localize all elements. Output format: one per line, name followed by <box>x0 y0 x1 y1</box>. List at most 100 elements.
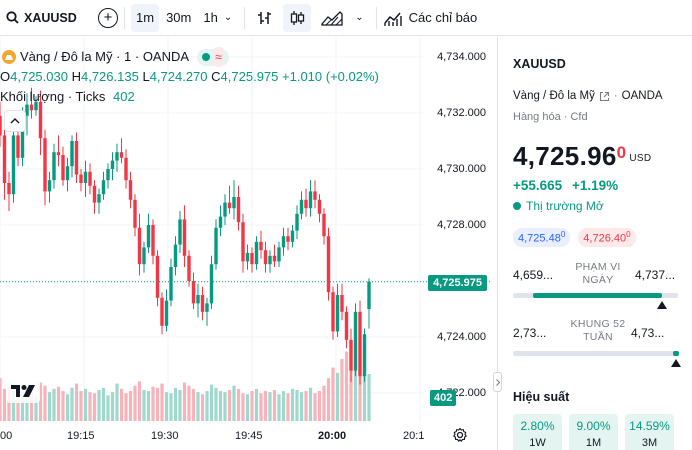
volume-bar <box>344 351 349 421</box>
legend-collapse-button[interactable] <box>4 110 26 132</box>
chart-pane[interactable]: Vàng / Đô la Mỹ · 1 · OANDA ≈ O4,725.030… <box>0 37 490 450</box>
chart-type-chevron-down-icon[interactable]: ⌄ <box>355 12 364 23</box>
compare-symbol-plus-icon[interactable]: + <box>98 7 118 28</box>
volume-bar <box>146 391 151 421</box>
performance-label: 1M <box>585 437 602 449</box>
legend-volume: Khối lượng · Ticks 402 <box>0 87 379 107</box>
volume-bar <box>295 390 299 421</box>
week52-range-title: KHUNG 52 TUẦN <box>570 318 626 343</box>
symbol-label: XAUUSD <box>24 10 77 25</box>
volume-bar <box>205 391 209 421</box>
interval-chevron-down-icon[interactable]: ⌄ <box>223 12 233 23</box>
market-open-dot-icon <box>202 53 211 61</box>
day-range-title: PHẠM VI NGÀY <box>575 261 621 286</box>
volume-bar <box>241 393 245 421</box>
candle-body <box>205 303 209 312</box>
volume-bar <box>326 378 331 421</box>
volume-bar <box>187 385 191 421</box>
candle-body <box>79 174 83 183</box>
volume-bar <box>56 386 61 421</box>
indicators-button[interactable]: Các chỉ báo <box>383 0 477 36</box>
candle-body <box>74 141 79 175</box>
candle-body <box>88 171 92 186</box>
candle-body <box>295 213 299 231</box>
symbol-details-panel: XAUUSD Vàng / Đô la Mỹ · OANDA Hàng hóa … <box>503 37 692 450</box>
week52-range-bar <box>513 351 678 356</box>
candle-body <box>146 225 151 248</box>
candle-body <box>259 241 263 251</box>
ask-price: 4,726.40 <box>583 232 627 245</box>
volume-bar <box>331 367 335 421</box>
candle-body <box>20 115 25 158</box>
gear-icon <box>453 427 467 442</box>
performance-value: 14.59% <box>629 419 670 433</box>
area-chart-type-button[interactable] <box>317 4 347 32</box>
ask-price-sup: 0 <box>626 230 631 239</box>
candle-body <box>83 171 88 183</box>
interval-30m-button[interactable]: 30m <box>166 10 192 25</box>
candle-body <box>317 199 322 214</box>
panel-divider[interactable] <box>497 37 498 450</box>
market-status-pill[interactable]: ≈ <box>197 47 229 67</box>
current-price-tag[interactable]: 4,725.975 <box>428 275 487 291</box>
toolbar-divider <box>124 6 125 29</box>
volume-bar <box>209 384 214 421</box>
panel-market-status-text: Thị trường Mở <box>526 199 604 213</box>
performance-1m[interactable]: 9.00% 1M <box>569 414 618 450</box>
price-chart-svg[interactable] <box>0 37 490 450</box>
performance-value: 9.00% <box>576 419 611 433</box>
legend-volume-label[interactable]: Khối lượng · Ticks <box>0 89 106 104</box>
candles-chart-type-button[interactable] <box>283 3 312 32</box>
chevron-right-icon <box>495 378 500 386</box>
bar-chart-type-button[interactable] <box>251 4 279 32</box>
time-scale[interactable]: 00 19:15 19:30 19:45 20:00 20:1 <box>0 421 490 450</box>
volume-bar <box>263 391 268 421</box>
volume-bar <box>254 388 259 421</box>
week52-range-marker-icon <box>671 359 682 367</box>
volume-bar <box>151 386 155 421</box>
interval-1m-button[interactable]: 1m <box>131 3 160 32</box>
volume-bar <box>245 394 250 421</box>
bid-ask-row: 4,725.480 4,726.400 <box>513 228 636 247</box>
candle-body <box>7 183 11 195</box>
symbol-search-button[interactable]: XAUUSD <box>0 0 92 36</box>
panel-symbol[interactable]: XAUUSD <box>513 57 566 71</box>
candle-body <box>115 152 119 161</box>
volume-bar <box>349 346 353 421</box>
volume-bar <box>340 359 344 421</box>
panel-market-status[interactable]: Thị trường Mở <box>513 199 604 213</box>
candle-body <box>349 339 353 371</box>
panel-resize-handle[interactable] <box>493 372 502 392</box>
volume-bar <box>97 390 101 421</box>
candle-body <box>367 281 371 309</box>
day-range-low: 4,659... <box>513 268 554 282</box>
performance-3m[interactable]: 14.59% 3M <box>625 414 674 450</box>
chart-settings-button[interactable] <box>452 427 468 443</box>
time-scale-label: 20:1 <box>403 430 425 442</box>
interval-1h-button[interactable]: 1h <box>203 10 218 25</box>
volume-bar <box>7 386 11 421</box>
volume-bar <box>317 391 322 421</box>
volume-bar <box>83 388 88 421</box>
search-icon <box>6 11 19 24</box>
bid-price: 4,725.48 <box>518 232 561 245</box>
toolbar-divider <box>244 6 246 29</box>
external-link-icon[interactable] <box>599 91 610 102</box>
legend-symbol-name[interactable]: Vàng / Đô la Mỹ · 1 · OANDA <box>20 49 190 64</box>
time-scale-label: 19:30 <box>151 430 179 442</box>
candle-body <box>16 135 20 158</box>
legend-high-value: 4,726.135 <box>80 69 139 84</box>
candle-body <box>299 199 304 214</box>
volume-bar <box>353 362 358 421</box>
performance-1w[interactable]: 2.80% 1W <box>513 414 562 450</box>
current-volume-tag: 402 <box>430 390 457 406</box>
candle-body <box>277 247 281 262</box>
candle-body <box>331 292 335 332</box>
panel-change-abs: +55.665 <box>513 178 563 193</box>
tradingview-logo[interactable] <box>6 379 40 403</box>
candle-body <box>335 295 340 332</box>
volume-bar <box>290 388 295 421</box>
candle-body <box>106 169 110 181</box>
candle-body <box>200 295 205 312</box>
bid-price-badge: 4,725.480 <box>513 228 571 247</box>
